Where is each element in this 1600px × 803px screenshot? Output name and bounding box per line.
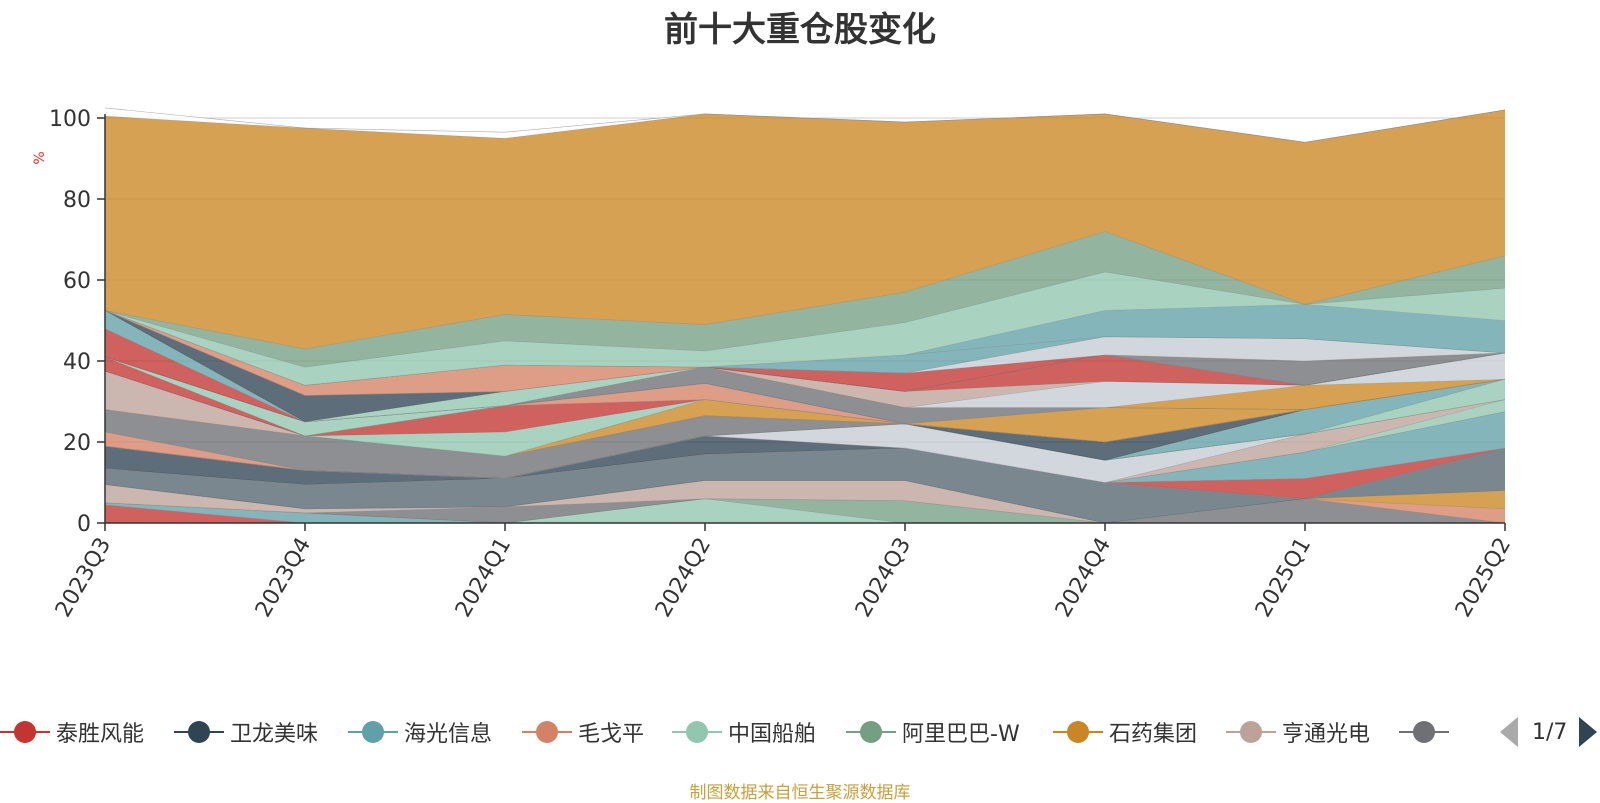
area-band [105, 310, 1505, 386]
x-tick-label: 2025Q2 [1451, 534, 1516, 622]
area-band [105, 231, 1505, 368]
source-note: 制图数据来自恒生聚源数据库 [689, 783, 911, 803]
x-tick-label: 2024Q3 [851, 534, 916, 622]
legend-item[interactable]: 海光信息 [348, 712, 492, 752]
legend-marker-icon [846, 720, 896, 744]
legend-item[interactable] [1399, 712, 1455, 752]
area-band [105, 310, 1505, 422]
x-tick-label: 2025Q1 [1251, 534, 1316, 622]
legend-marker-icon [0, 720, 50, 744]
area-band [105, 271, 1505, 386]
area-band [105, 379, 1505, 461]
legend-label: 泰胜风能 [56, 722, 145, 747]
area-band [105, 498, 1505, 523]
legend-item[interactable]: 石药集团 [1053, 712, 1197, 752]
legend-label: 海光信息 [404, 722, 493, 747]
area-band [105, 352, 1505, 422]
legend-label: 中国船舶 [728, 722, 817, 747]
y-tick-label: 40 [63, 350, 91, 375]
legend-marker-icon [522, 720, 572, 744]
legend-marker-icon [672, 720, 722, 744]
y-axis-unit-label: % [32, 151, 48, 164]
legend-item[interactable]: 毛戈平 [522, 712, 644, 752]
legend-marker-icon [1226, 720, 1276, 744]
area-band [105, 379, 1505, 442]
area-band [105, 310, 1505, 422]
legend-item[interactable]: 中国船舶 [672, 712, 816, 752]
area-band [105, 504, 1505, 523]
x-tick-label: 2024Q4 [1051, 534, 1116, 622]
area-band [105, 379, 1505, 442]
legend-item[interactable]: 泰胜风能 [0, 712, 144, 752]
legend-page-indicator: 1/7 [1532, 719, 1568, 745]
legend-prev-page-icon[interactable] [1500, 717, 1518, 747]
legend-label: 毛戈平 [578, 722, 645, 747]
area-band [105, 448, 1505, 499]
stacked-areas [104, 107, 1506, 524]
area-band [105, 399, 1505, 483]
x-tick-label: 2023Q3 [51, 534, 116, 622]
area-band [105, 480, 1505, 523]
area-band [105, 448, 1505, 523]
legend-label: 亨通光电 [1282, 722, 1371, 747]
area-band [105, 109, 1505, 349]
legend-item[interactable]: 亨通光电 [1226, 712, 1370, 752]
legend-pager: 1/7 [1500, 712, 1598, 752]
chart-title: 前十大重仓股变化 [664, 10, 936, 50]
area-band [105, 367, 1505, 436]
area-band [105, 411, 1505, 485]
area-band [105, 352, 1505, 422]
x-tick-label: 2023Q4 [251, 534, 316, 622]
y-tick-label: 20 [63, 431, 91, 456]
area-band [105, 310, 1505, 396]
area-band [105, 356, 1505, 422]
legend-label: 卫龙美味 [230, 722, 319, 747]
area-band [105, 310, 1505, 396]
legend-marker-icon [1053, 720, 1103, 744]
legend: 泰胜风能 卫龙美味 海光信息 毛戈平 中国船舶 阿里巴巴-W 石药集团 亨通光电 1/7 [0, 712, 1600, 752]
legend-next-page-icon[interactable] [1579, 717, 1598, 747]
area-band [105, 304, 1505, 386]
area-band [105, 379, 1505, 461]
area-band-edge [104, 271, 1506, 368]
area-band [105, 498, 1505, 523]
legend-item[interactable]: 卫龙美味 [174, 712, 318, 752]
area-band [105, 399, 1505, 479]
area-band [105, 371, 1505, 442]
area-band-edge [104, 107, 1506, 143]
x-tick-label: 2024Q2 [651, 534, 716, 622]
legend-label: 石药集团 [1109, 722, 1198, 747]
area-band [105, 107, 1505, 143]
y-tick-label: 100 [49, 107, 91, 132]
area-band [105, 328, 1505, 422]
y-tick-label: 0 [77, 512, 91, 537]
legend-marker-icon [348, 720, 398, 744]
legend-item[interactable]: 阿里巴巴-W [846, 712, 1020, 752]
y-tick-label: 60 [63, 269, 91, 294]
legend-label: 阿里巴巴-W [902, 722, 1020, 747]
area-band [105, 379, 1505, 457]
y-tick-label: 80 [63, 188, 91, 213]
legend-marker-icon [1399, 720, 1449, 744]
x-tick-label: 2024Q1 [451, 534, 516, 622]
legend-marker-icon [174, 720, 224, 744]
